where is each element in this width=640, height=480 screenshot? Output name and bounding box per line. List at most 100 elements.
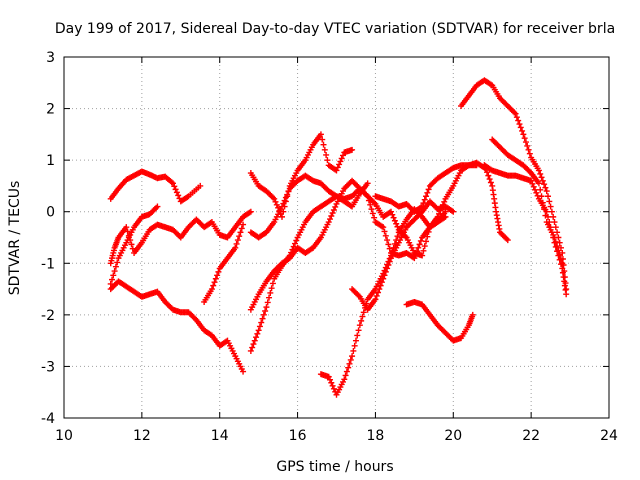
data-point — [358, 317, 365, 324]
series-arc14 — [458, 77, 570, 293]
data-point — [342, 372, 349, 379]
series-arc16 — [481, 162, 511, 244]
data-point — [329, 210, 336, 217]
data-point — [513, 114, 520, 121]
data-point — [420, 247, 427, 254]
data-point — [111, 268, 118, 275]
data-point — [215, 268, 222, 275]
data-point — [373, 292, 380, 299]
data-point — [522, 139, 529, 146]
data-point — [394, 233, 401, 240]
data-point — [255, 327, 262, 334]
data-point — [541, 181, 548, 188]
data-point — [384, 265, 391, 272]
data-point — [525, 146, 532, 153]
data-point — [253, 334, 260, 341]
data-point — [539, 177, 546, 184]
data-point — [538, 193, 545, 200]
data-point — [327, 216, 334, 223]
y-axis-label: SDTVAR / TECUs — [7, 181, 23, 296]
data-point — [290, 243, 297, 250]
data-point — [535, 180, 542, 187]
data-point — [371, 214, 378, 221]
data-point — [545, 193, 552, 200]
data-point — [503, 235, 510, 242]
series-arc3 — [107, 278, 247, 375]
data-point — [378, 279, 385, 286]
data-point — [268, 285, 275, 292]
data-point — [442, 208, 449, 215]
data-point — [369, 210, 376, 217]
data-point — [267, 289, 274, 296]
data-point — [372, 296, 379, 303]
data-point — [282, 194, 289, 201]
data-point — [551, 219, 558, 226]
plot-frame — [63, 56, 610, 419]
data-point — [320, 141, 327, 148]
data-point — [347, 356, 354, 363]
data-point — [411, 255, 418, 262]
data-point — [269, 194, 276, 201]
data-point — [517, 124, 524, 131]
data-point — [175, 192, 182, 199]
data-point — [343, 368, 350, 375]
x-axis-label: GPS time / hours — [276, 459, 393, 475]
data-point — [334, 164, 341, 171]
data-point — [214, 272, 221, 279]
data-point — [184, 194, 191, 201]
data-point — [285, 188, 292, 195]
data-point — [485, 172, 492, 179]
y-tick-labels: -4 -3 -2 -1 0 1 2 3 — [41, 50, 55, 427]
data-point — [384, 237, 391, 244]
data-point — [330, 385, 337, 392]
data-point — [208, 286, 215, 293]
data-point — [388, 208, 394, 215]
data-point — [232, 244, 239, 251]
series-arc4 — [107, 203, 161, 287]
data-point — [170, 180, 176, 187]
series-arc17 — [489, 136, 566, 267]
data-point — [359, 313, 366, 320]
data-point — [380, 275, 387, 282]
data-point — [154, 203, 161, 210]
data-point — [417, 210, 424, 217]
data-point — [537, 186, 544, 193]
data-point — [487, 179, 494, 186]
data-point — [171, 183, 178, 190]
series-arc13 — [403, 298, 476, 344]
data-point — [419, 203, 426, 210]
series-arc15 — [481, 162, 570, 298]
x-tick-label: 22 — [522, 428, 540, 444]
data-point — [249, 344, 256, 351]
data-point — [271, 195, 278, 202]
data-point — [273, 201, 280, 208]
data-point — [548, 208, 555, 215]
data-point — [197, 182, 204, 189]
data-point — [247, 347, 254, 354]
data-point — [345, 364, 352, 371]
data-point — [563, 291, 570, 298]
x-tick-label: 14 — [211, 428, 229, 444]
data-point — [346, 360, 353, 367]
data-point — [521, 135, 528, 142]
data-point — [519, 127, 526, 134]
series-arc5 — [201, 221, 247, 305]
data-point — [415, 244, 422, 251]
data-point — [330, 206, 337, 213]
data-point — [109, 276, 116, 283]
data-point — [551, 234, 558, 241]
data-point — [172, 186, 179, 193]
data-point — [329, 382, 336, 389]
y-tick-label: 1 — [46, 153, 55, 169]
axis-ticks — [63, 56, 610, 419]
data-point — [256, 323, 263, 330]
data-point — [557, 261, 564, 268]
data-point — [386, 245, 393, 252]
data-point — [332, 203, 339, 210]
data-point — [240, 221, 247, 228]
data-point — [520, 131, 527, 138]
x-tick-label: 24 — [600, 428, 618, 444]
series-arc11 — [349, 198, 457, 313]
data-point — [349, 353, 356, 360]
data-point — [210, 282, 217, 289]
